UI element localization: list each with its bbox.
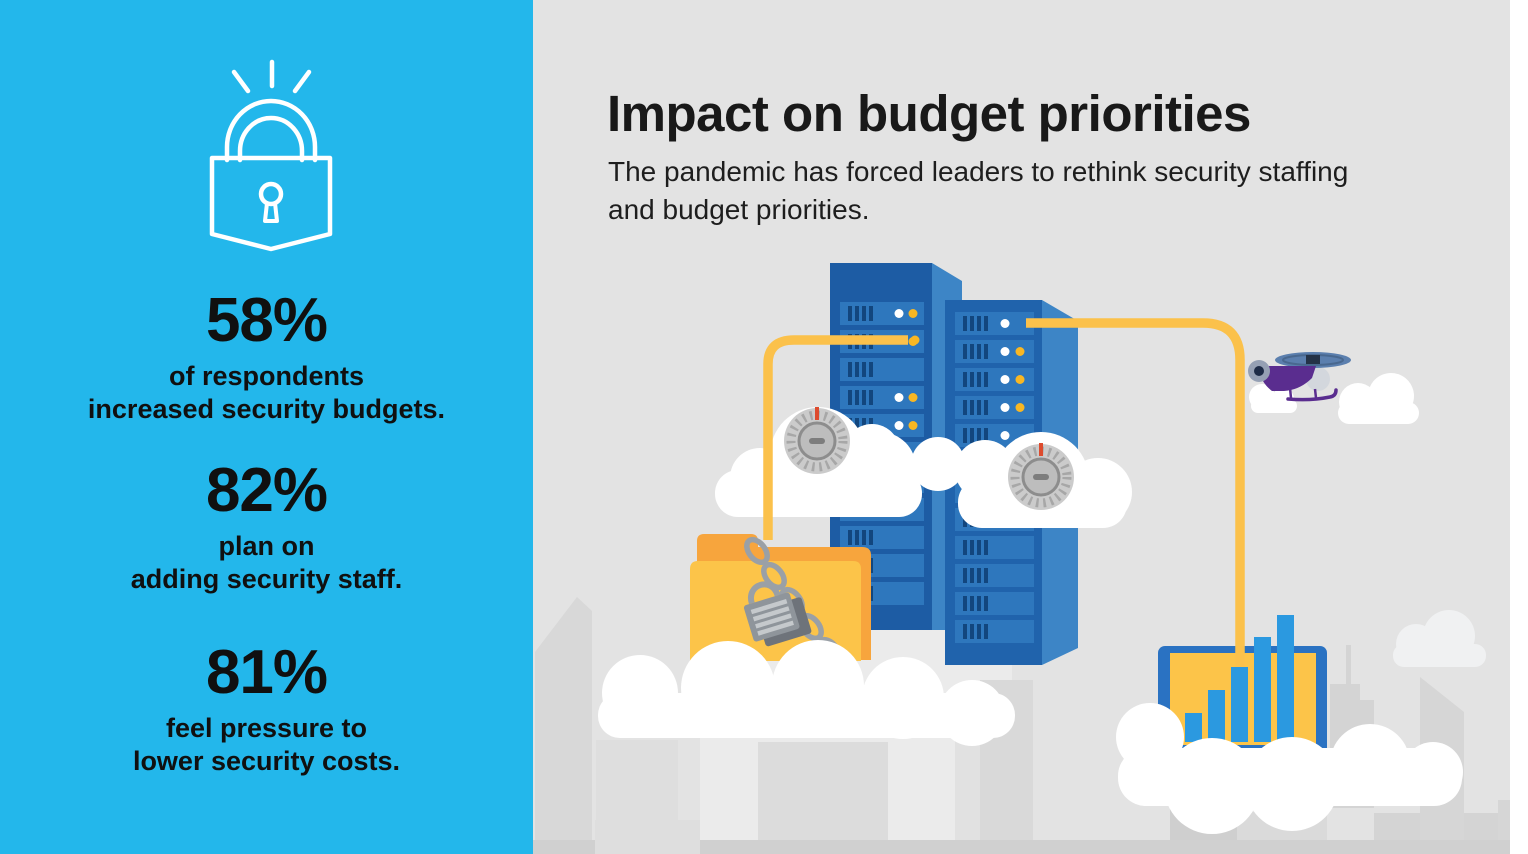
helicopter-icon (1248, 352, 1351, 402)
port-dot (910, 335, 920, 345)
folder-cloud-icon (598, 640, 1015, 746)
ground-strip (533, 840, 1510, 854)
gray-cloud-icon (1393, 610, 1486, 667)
cable-server-to-laptop (1026, 318, 1245, 672)
laptop-chart-bars (1185, 615, 1294, 742)
cable-server-to-folder (763, 335, 908, 540)
padlock-icon (743, 581, 812, 647)
laptop-cloud-icon (1116, 703, 1463, 834)
left-panel-background (0, 0, 533, 854)
padlock-alarm-icon (209, 59, 333, 252)
small-cloud-icon (1249, 373, 1419, 424)
alarm-rays (231, 59, 312, 94)
